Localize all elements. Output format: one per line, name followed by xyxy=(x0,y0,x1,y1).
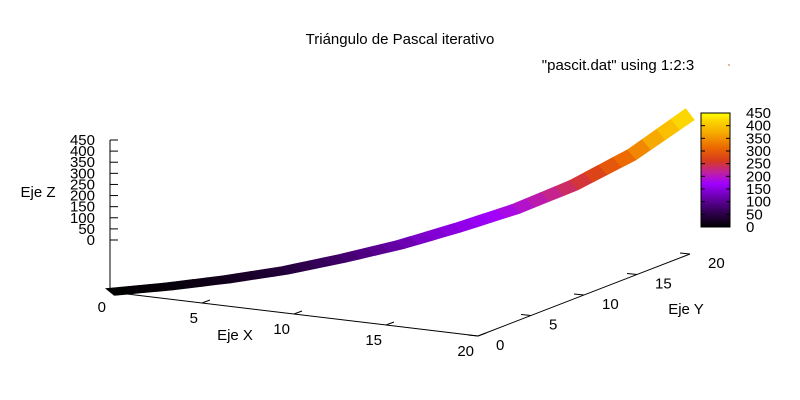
z-tick-label: 400 xyxy=(70,143,95,160)
z-tick-label: 300 xyxy=(70,165,95,182)
colorbar-tick-label: 150 xyxy=(746,181,771,198)
colorbar-tick-label: 450 xyxy=(746,105,771,122)
y-tick-mark xyxy=(520,314,532,316)
colorbar-tick-label: 250 xyxy=(746,156,771,173)
x-tick-label: 0 xyxy=(98,299,106,316)
z-tick-label: 0 xyxy=(87,232,95,249)
x-tick-label: 15 xyxy=(365,332,382,349)
surface-patch xyxy=(670,108,695,131)
y-tick-label: 15 xyxy=(655,276,672,293)
z-tick-label: 350 xyxy=(70,154,95,171)
chart-title: Triángulo de Pascal iterativo xyxy=(306,31,495,48)
x-tick-label: 20 xyxy=(457,343,474,360)
y-tick-mark xyxy=(626,273,638,275)
y-ticks: 0 5 10 15 20 xyxy=(467,252,725,354)
legend-entry: "pascit.dat" using 1:2:3 xyxy=(542,57,694,74)
z-axis-label: Eje Z xyxy=(20,184,55,201)
colorbar-tick-label: 50 xyxy=(746,206,763,223)
colorbar-tick-label: 0 xyxy=(746,219,754,236)
y-tick-mark xyxy=(679,252,691,255)
colorbar-tick-label: 400 xyxy=(746,118,771,135)
x-tick-mark xyxy=(109,288,119,293)
x-tick-label: 5 xyxy=(190,310,198,327)
y-tick-label: 20 xyxy=(708,255,725,272)
z-tick-label: 450 xyxy=(70,132,95,149)
x-tick-label: 10 xyxy=(273,321,290,338)
colorbar-tick-label: 350 xyxy=(746,130,771,147)
colorbar-tick-label: 300 xyxy=(746,143,771,160)
z-tick-label: 200 xyxy=(70,188,95,205)
y-tick-label: 10 xyxy=(602,296,619,313)
legend-sample xyxy=(728,64,730,66)
x-tick-mark xyxy=(201,299,211,304)
x-tick-mark xyxy=(293,310,303,315)
z-tick-label: 100 xyxy=(70,210,95,227)
y-tick-mark xyxy=(573,293,585,296)
surface-group xyxy=(104,108,695,296)
y-tick-mark xyxy=(467,334,479,337)
x-tick-mark xyxy=(477,332,487,337)
x-axis-label: Eje X xyxy=(217,327,253,344)
z-tick-label: 50 xyxy=(78,221,95,238)
y-tick-label: 5 xyxy=(549,317,557,334)
x-ticks: 0 5 10 15 20 xyxy=(98,288,487,360)
z-tick-label: 250 xyxy=(70,176,95,193)
y-tick-label: 0 xyxy=(496,337,504,354)
y-axis-label: Eje Y xyxy=(668,301,704,318)
colorbar-tick-label: 200 xyxy=(746,168,771,185)
z-tick-label: 150 xyxy=(70,199,95,216)
colorbar xyxy=(700,112,731,228)
x-tick-mark xyxy=(385,321,395,326)
colorbar-tick-label: 100 xyxy=(746,194,771,211)
